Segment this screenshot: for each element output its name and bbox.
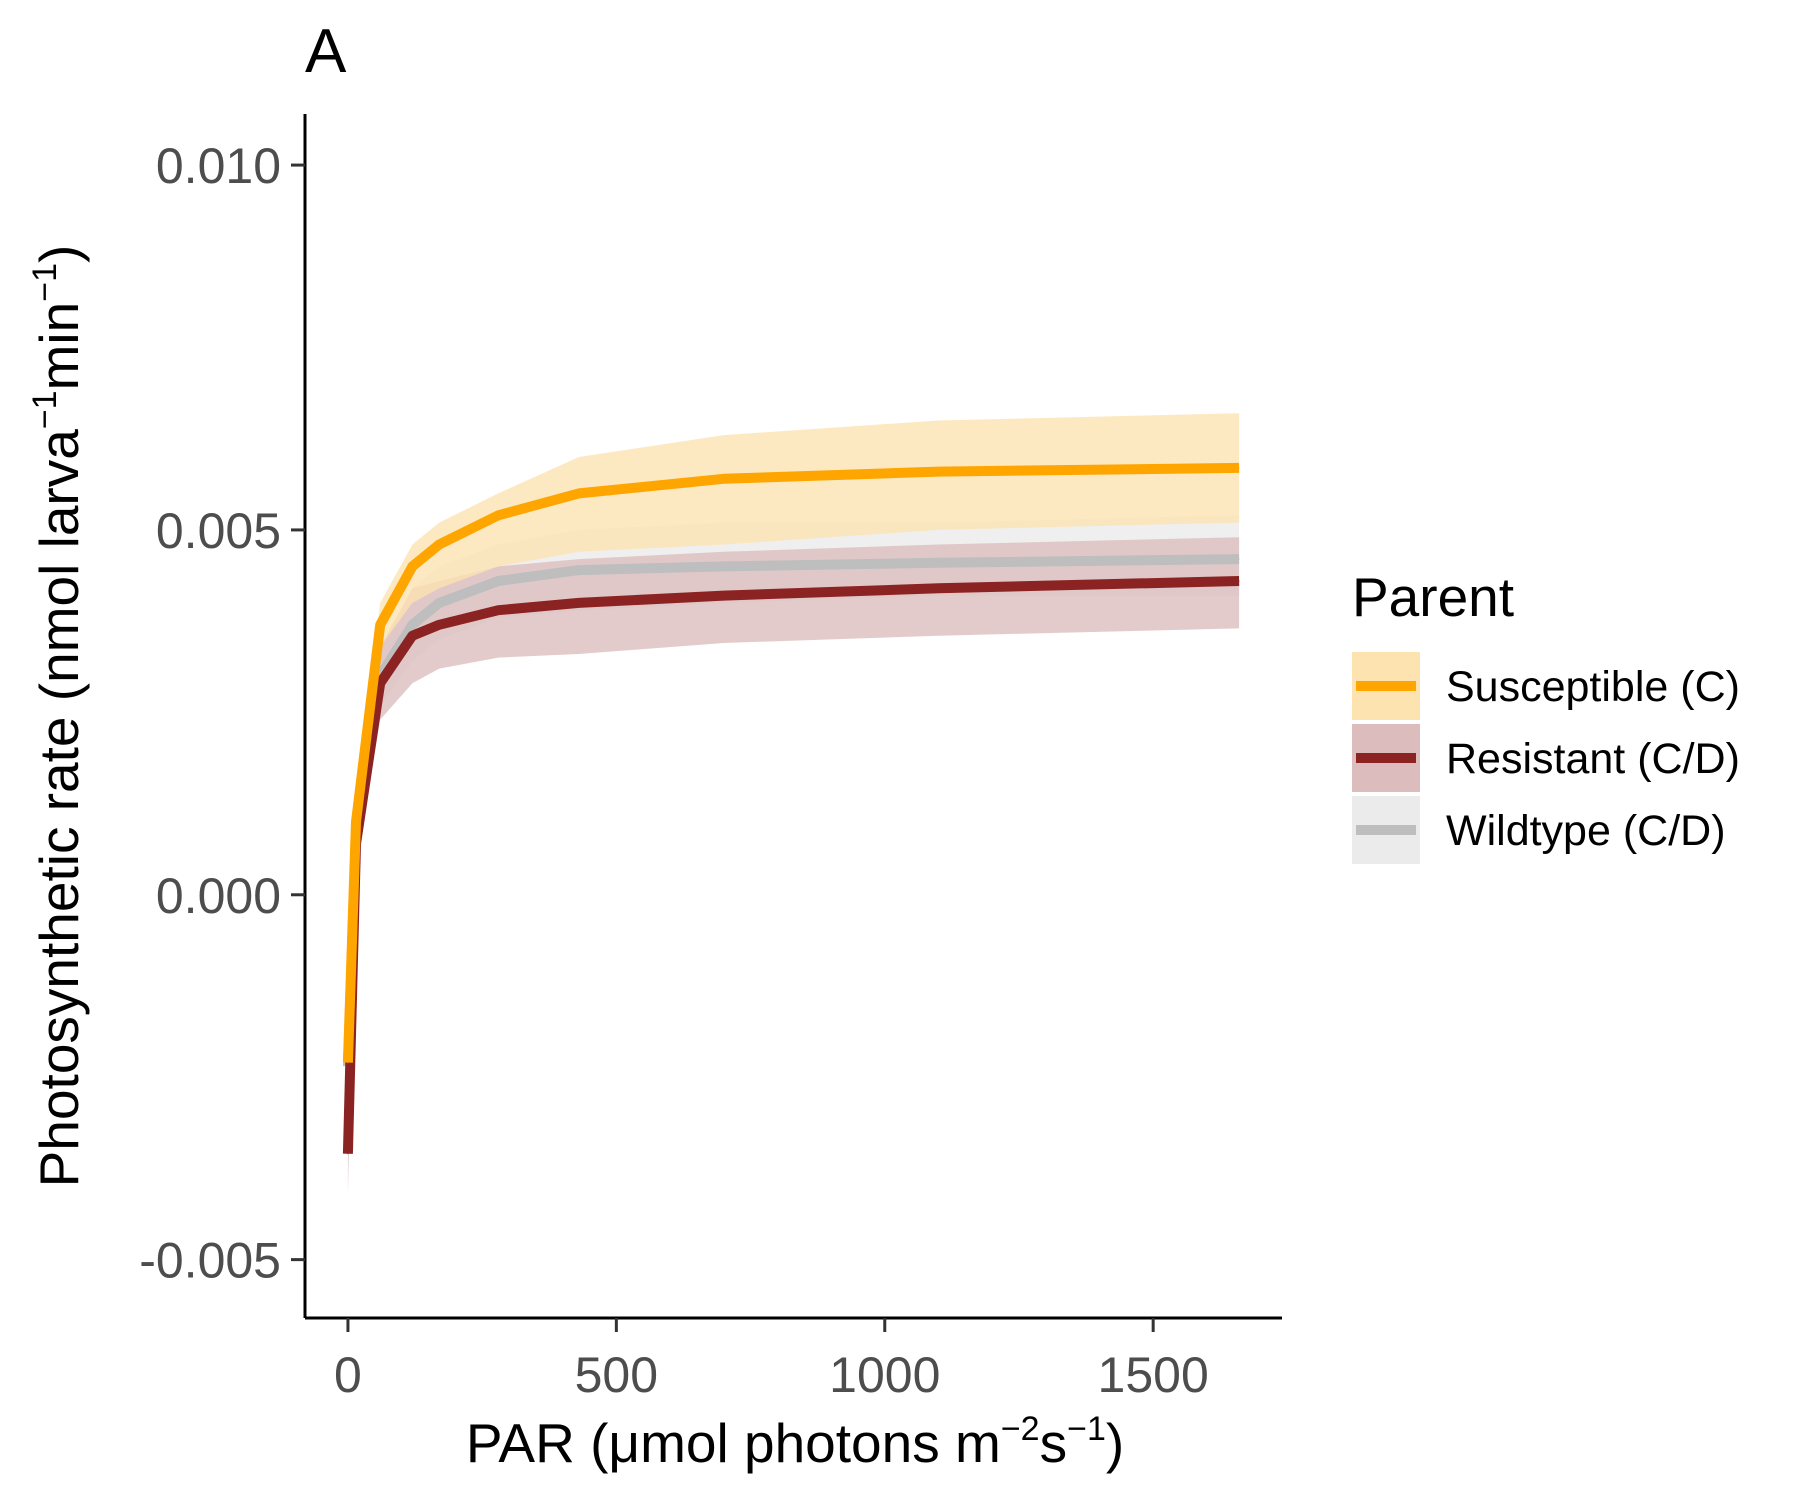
x-axis-ticks: 0 500 1000 1500 <box>334 1318 1209 1403</box>
legend-item-susceptible-c: Susceptible (C) <box>1352 652 1740 720</box>
x-tick-label: 500 <box>575 1347 658 1403</box>
point-susceptible-c <box>438 544 440 545</box>
plot-area <box>342 413 1240 1194</box>
point-resistant-c-d <box>411 635 413 637</box>
point-resistant-c-d <box>438 624 440 626</box>
x-axis-title: PAR (μmol photons m−2s−1) <box>466 1410 1124 1474</box>
point-susceptible-c <box>937 471 939 473</box>
legend-label: Susceptible (C) <box>1446 663 1740 711</box>
legend-label: Resistant (C/D) <box>1446 735 1740 783</box>
y-tick-label: 0.010 <box>156 138 281 194</box>
point-wildtype-c-d <box>1238 558 1240 560</box>
point-wildtype-c-d <box>937 562 939 564</box>
line-susceptible-c <box>342 462 1240 1063</box>
point-resistant-c-d <box>723 595 725 597</box>
x-tick-label: 0 <box>334 1347 362 1403</box>
x-tick-label: 1500 <box>1098 1347 1209 1403</box>
legend-items: Susceptible (C) Resistant (C/D) Wildtype (… <box>1352 652 1740 864</box>
y-axis-title: Photosynthetic rate (nmol larva−1min−1) <box>26 245 90 1188</box>
x-tick-label: 1000 <box>829 1347 940 1403</box>
legend-label: Wildtype (C/D) <box>1446 807 1726 855</box>
point-susceptible-c <box>497 514 499 516</box>
legend-title: Parent <box>1352 566 1514 628</box>
point-resistant-c-d <box>937 587 939 589</box>
point-resistant-c-d <box>379 682 381 684</box>
band-susceptible-c <box>347 413 1240 1063</box>
point-wildtype-c-d <box>411 624 413 626</box>
point-wildtype-c-d <box>578 569 580 571</box>
y-tick-label: 0.005 <box>156 503 281 559</box>
point-resistant-c-d <box>497 609 499 611</box>
point-susceptible-c <box>347 1062 349 1064</box>
y-axis-ticks: -0.005 0.000 0.005 0.010 <box>139 138 305 1289</box>
point-susceptible-c <box>1238 467 1240 469</box>
point-susceptible-c <box>355 821 357 823</box>
y-tick-label: -0.005 <box>139 1233 281 1289</box>
panel-label: A <box>305 17 347 86</box>
point-susceptible-c <box>379 624 381 626</box>
point-wildtype-c-d <box>497 580 499 582</box>
legend-item-wildtype-c-d: Wildtype (C/D) <box>1352 796 1726 864</box>
point-susceptible-c <box>723 478 725 480</box>
point-resistant-c-d <box>1238 580 1240 582</box>
point-susceptible-c <box>578 492 580 494</box>
series-lines <box>342 462 1240 1155</box>
point-resistant-c-d <box>347 1153 349 1155</box>
point-wildtype-c-d <box>723 565 725 567</box>
legend-item-resistant-c-d: Resistant (C/D) <box>1352 724 1740 792</box>
legend: Parent Susceptible (C) Resistant (C/D) Wil… <box>1352 566 1740 864</box>
point-resistant-c-d <box>578 602 580 604</box>
point-susceptible-c <box>411 565 413 567</box>
y-tick-label: 0.000 <box>156 868 281 924</box>
point-wildtype-c-d <box>438 602 440 604</box>
